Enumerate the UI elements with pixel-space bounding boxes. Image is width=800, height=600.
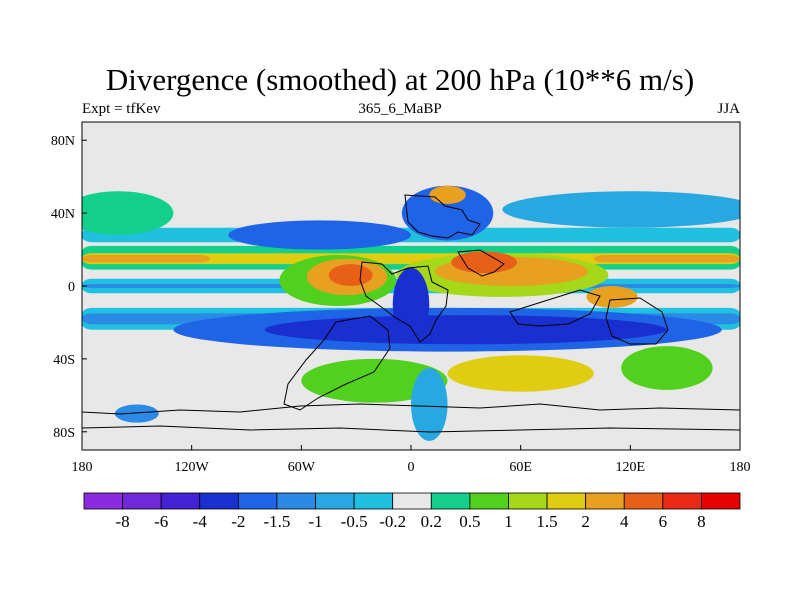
colorbar-swatch bbox=[353, 492, 394, 510]
colorbar-swatch bbox=[83, 492, 123, 510]
y-tick-label: 80N bbox=[51, 134, 75, 149]
coastline-arabia bbox=[457, 249, 505, 277]
colorbar-label: -2 bbox=[231, 512, 245, 531]
x-tick-label: 180 bbox=[72, 460, 93, 475]
y-tick-label: 40S bbox=[53, 353, 75, 368]
colorbar-label: -4 bbox=[193, 512, 208, 531]
field-region-28 bbox=[411, 368, 448, 441]
colorbar-swatch bbox=[469, 492, 509, 510]
colorbar-label: -8 bbox=[116, 512, 130, 531]
y-tick-label: 40N bbox=[51, 207, 75, 222]
colorbar-label: -6 bbox=[154, 512, 168, 531]
colorbar-label: -0.2 bbox=[379, 512, 406, 531]
coastline-australia bbox=[605, 297, 669, 345]
x-tick-label: 180 bbox=[730, 460, 751, 475]
x-tick-label: 120W bbox=[175, 460, 210, 475]
field-region-23 bbox=[502, 191, 740, 228]
coastline-antarctica-edge bbox=[82, 403, 740, 415]
colorbar-label: -0.5 bbox=[341, 512, 368, 531]
colorbar-swatch bbox=[315, 492, 355, 510]
colorbar-label: 0.5 bbox=[459, 512, 480, 531]
colorbar-label: 2 bbox=[581, 512, 590, 531]
field-region-21 bbox=[429, 185, 466, 204]
x-tick-label: 60E bbox=[509, 460, 532, 475]
colorbar-label: 6 bbox=[659, 512, 668, 531]
field-region-14 bbox=[451, 251, 518, 274]
colorbar-label: 4 bbox=[620, 512, 629, 531]
colorbar-swatch bbox=[662, 492, 702, 510]
field-region-11 bbox=[328, 264, 373, 287]
colorbar-swatch bbox=[546, 492, 587, 510]
colorbar-swatch bbox=[276, 492, 316, 510]
colorbar-swatch bbox=[237, 492, 278, 510]
field-region-3 bbox=[593, 255, 740, 263]
colorbar-label: 0.2 bbox=[421, 512, 442, 531]
field-region-20 bbox=[401, 185, 494, 241]
colorbar-swatch bbox=[508, 492, 548, 510]
field-region-17 bbox=[264, 315, 667, 345]
colorbar: -8 -6 -4 -2 -1.5 -1 -0.5 -0.2 0.2 0.5 1 1.5 2 4 6 8 bbox=[83, 492, 741, 531]
colorbar-label: -1.5 bbox=[263, 512, 290, 531]
coastline-south-america bbox=[283, 315, 391, 411]
coastline-indonesia bbox=[509, 289, 601, 327]
coastline-antarctica-interior bbox=[82, 425, 740, 433]
colorbar-swatch bbox=[430, 492, 471, 510]
plot-title: Divergence (smoothed) at 200 hPa (10**6 … bbox=[105, 62, 695, 97]
field-region-2 bbox=[82, 255, 210, 263]
colorbar-label: 8 bbox=[697, 512, 706, 531]
coastline-africa bbox=[359, 261, 449, 343]
field-region-19 bbox=[228, 220, 411, 250]
field-region-24 bbox=[301, 358, 448, 403]
axes: 180 120W 60W 0 60E 120E 180 80N 40N 0 40S 80S bbox=[51, 134, 751, 475]
field-region-15 bbox=[586, 286, 638, 308]
colorbar-label: 1 bbox=[504, 512, 513, 531]
colorbar-label: -1 bbox=[308, 512, 322, 531]
colorbar-label: 1.5 bbox=[536, 512, 557, 531]
case-label: 365_6_MaBP bbox=[358, 101, 442, 117]
colorbar-swatch bbox=[585, 492, 625, 510]
colorbar-swatch bbox=[160, 492, 201, 510]
y-tick-label: 80S bbox=[53, 426, 75, 441]
experiment-label: Expt = tfKev bbox=[82, 101, 161, 117]
colorbar-swatch bbox=[199, 492, 239, 510]
x-tick-label: 0 bbox=[408, 460, 415, 475]
field-region-18 bbox=[392, 267, 430, 341]
colorbar-swatch bbox=[701, 492, 741, 510]
field-region-25 bbox=[447, 355, 594, 392]
coastlines bbox=[82, 194, 740, 433]
field-region-27 bbox=[114, 404, 159, 423]
contour-fields bbox=[82, 185, 740, 441]
colorbar-swatch bbox=[392, 492, 432, 510]
field-region-22 bbox=[82, 191, 174, 235]
coastline-europe bbox=[404, 194, 481, 239]
colorbar-swatch bbox=[623, 492, 664, 510]
season-label: JJA bbox=[717, 101, 740, 117]
colorbar-swatch bbox=[122, 492, 162, 510]
field-region-26 bbox=[621, 346, 713, 390]
x-tick-label: 120E bbox=[616, 460, 646, 475]
y-tick-label: 0 bbox=[68, 280, 75, 295]
x-tick-label: 60W bbox=[288, 460, 316, 475]
